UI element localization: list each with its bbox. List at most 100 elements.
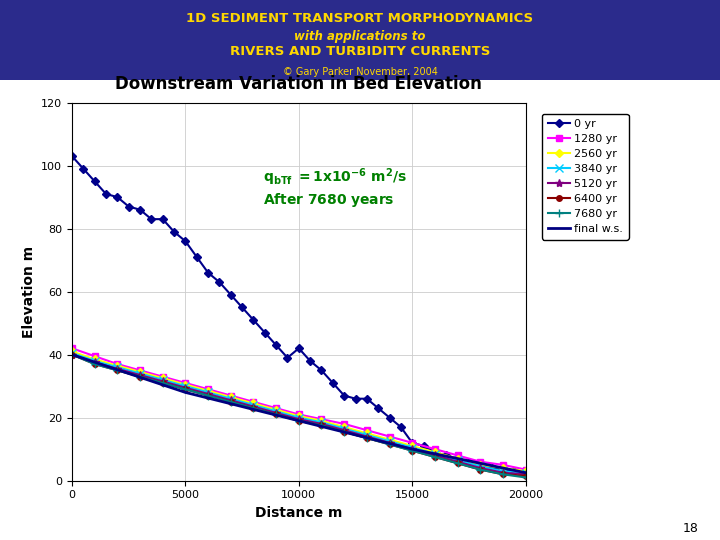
3840 yr [385,438,394,444]
2560 yr [272,407,281,413]
6400 yr [113,367,122,374]
6400 yr [476,467,485,473]
Text: with applications to: with applications to [294,30,426,43]
0 yr [487,465,496,471]
2560 yr [318,417,326,424]
Text: 18: 18 [683,522,698,535]
3840 yr [272,408,281,415]
0 yr [158,216,167,222]
0 yr [227,292,235,298]
3840 yr [181,383,190,389]
0 yr [272,342,281,348]
3840 yr [227,395,235,402]
6400 yr [521,472,530,479]
0 yr [192,254,201,260]
0 yr [318,367,326,374]
3840 yr [363,431,372,438]
Text: 1D SEDIMENT TRANSPORT MORPHODYNAMICS: 1D SEDIMENT TRANSPORT MORPHODYNAMICS [186,12,534,25]
0 yr [431,449,439,456]
2560 yr [91,356,99,362]
FancyBboxPatch shape [0,0,720,80]
Line: 5120 yr: 5120 yr [68,350,530,478]
2560 yr [136,369,145,375]
7680 yr [498,471,507,477]
5120 yr [204,391,212,397]
2560 yr [385,436,394,443]
1280 yr [158,374,167,380]
Line: 0 yr: 0 yr [69,153,528,474]
2560 yr [294,413,303,419]
3840 yr [136,370,145,377]
7680 yr [454,460,462,467]
0 yr [102,191,110,197]
6400 yr [136,374,145,380]
0 yr [351,395,360,402]
Text: $\mathbf{q_{bTf}}$ $\mathbf{= 1x10^{-6}\ m^2/s}$
$\mathbf{After\ 7680\ years}$: $\mathbf{q_{bTf}}$ $\mathbf{= 1x10^{-6}\… [263,167,407,209]
3840 yr [113,364,122,370]
5120 yr [431,452,439,458]
Y-axis label: Elevation m: Elevation m [22,246,35,338]
5120 yr [340,427,348,434]
3840 yr [498,468,507,475]
6400 yr [91,361,99,367]
0 yr [147,216,156,222]
3840 yr [204,389,212,396]
6400 yr [181,386,190,393]
5120 yr [294,416,303,422]
5120 yr [454,458,462,465]
3840 yr [431,450,439,457]
0 yr [454,455,462,462]
Line: final w.s.: final w.s. [72,355,526,472]
Line: 3840 yr: 3840 yr [68,349,530,477]
3840 yr [91,357,99,364]
1280 yr [340,421,348,427]
3840 yr [454,457,462,463]
final w.s. [521,469,530,476]
2560 yr [249,400,258,407]
7680 yr [136,374,145,380]
0 yr [340,392,348,399]
0 yr [113,194,122,200]
0 yr [498,467,507,473]
5120 yr [227,397,235,403]
7680 yr [294,417,303,424]
1280 yr [521,467,530,473]
1280 yr [227,392,235,399]
1280 yr [385,433,394,440]
0 yr [385,414,394,421]
7680 yr [340,429,348,435]
6400 yr [158,380,167,386]
3840 yr [68,350,76,356]
5120 yr [272,410,281,416]
0 yr [521,468,530,475]
1280 yr [294,411,303,418]
5120 yr [318,421,326,427]
0 yr [204,269,212,276]
2560 yr [431,449,439,456]
0 yr [510,468,518,475]
5120 yr [408,446,417,453]
Legend: 0 yr, 1280 yr, 2560 yr, 3840 yr, 5120 yr, 6400 yr, 7680 yr, final w.s.: 0 yr, 1280 yr, 2560 yr, 3840 yr, 5120 yr… [542,113,629,240]
6400 yr [318,422,326,429]
3840 yr [340,426,348,432]
6400 yr [68,352,76,358]
7680 yr [158,380,167,386]
Line: 2560 yr: 2560 yr [69,349,528,474]
0 yr [306,357,315,364]
0 yr [328,380,337,386]
3840 yr [294,414,303,421]
0 yr [125,203,133,210]
0 yr [215,279,224,285]
X-axis label: Distance m: Distance m [255,506,343,520]
6400 yr [385,441,394,448]
Text: © Gary Parker November, 2004: © Gary Parker November, 2004 [282,67,438,77]
7680 yr [249,405,258,411]
2560 yr [227,394,235,400]
0 yr [249,316,258,323]
5120 yr [136,372,145,379]
2560 yr [521,468,530,475]
6400 yr [431,454,439,460]
final w.s. [68,352,76,358]
0 yr [136,206,145,213]
5120 yr [476,465,485,471]
